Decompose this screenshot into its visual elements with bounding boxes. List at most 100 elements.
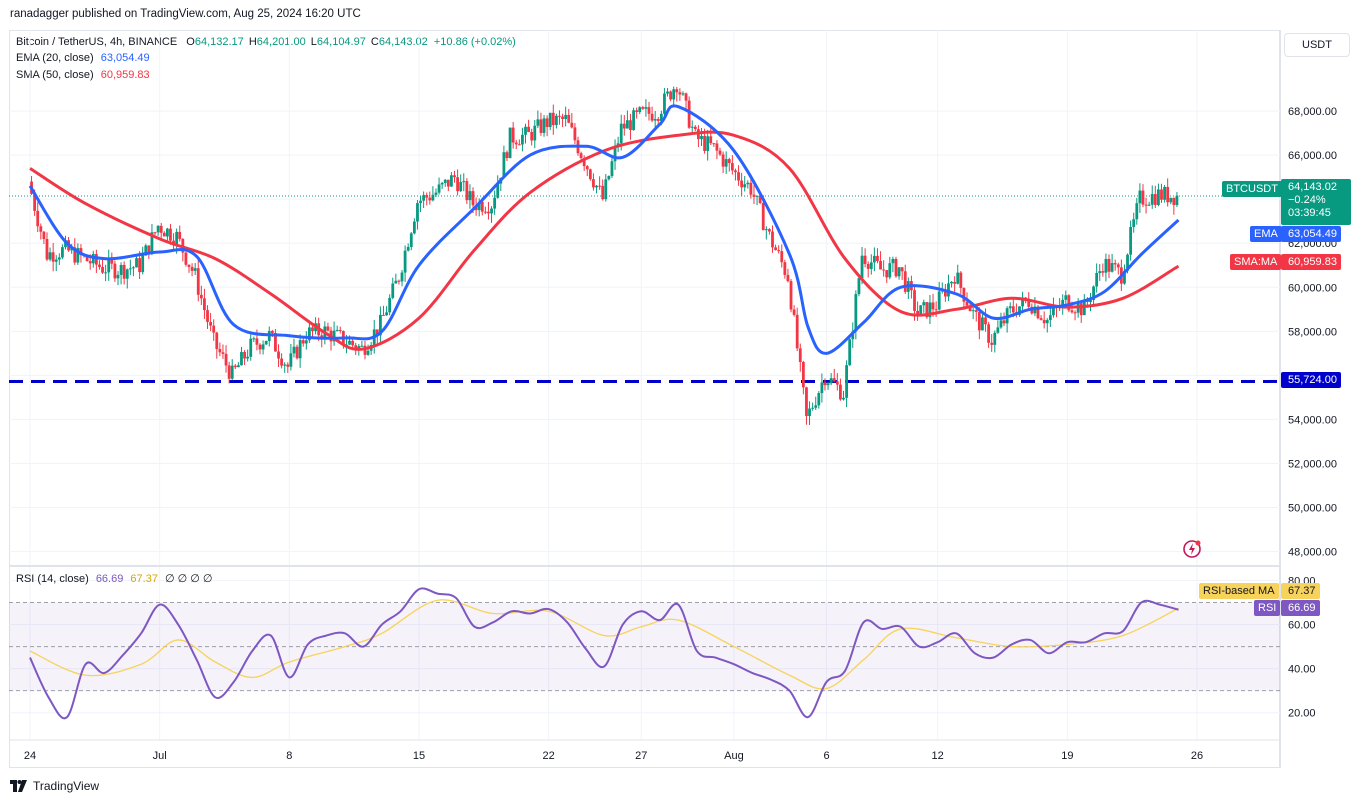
candle-body: [122, 264, 126, 279]
candle-body: [981, 317, 984, 331]
symbol-title[interactable]: Bitcoin / TetherUS, 4h, BINANCE: [16, 36, 178, 48]
candle-body: [1172, 197, 1176, 205]
candle-body: [79, 248, 83, 256]
candle-body: [928, 302, 932, 318]
candle-body: [653, 119, 657, 121]
candle-body: [304, 340, 308, 344]
rsi-tick-label: 60.00: [1288, 620, 1316, 632]
candle-body: [922, 302, 926, 306]
candle-body: [434, 192, 438, 195]
sma-legend[interactable]: SMA (50, close) 60,959.83: [16, 69, 150, 81]
tradingview-logo[interactable]: TradingView: [10, 779, 99, 793]
rsi-ma-tag-value: 67.37: [1281, 583, 1320, 599]
candle-body: [437, 184, 441, 193]
candle-body: [866, 263, 870, 269]
candle-body: [863, 255, 867, 264]
candle-body: [786, 274, 790, 282]
candle-body: [1175, 195, 1179, 205]
rsi-tag-label: RSI: [1254, 600, 1281, 616]
candle-body: [835, 381, 839, 385]
candle-body: [592, 179, 595, 188]
candle-body: [348, 340, 351, 345]
candle-body: [409, 233, 413, 247]
candle-body: [468, 191, 472, 201]
candle-body: [443, 179, 447, 183]
lightning-alert-icon[interactable]: [1182, 539, 1202, 559]
candle-body: [98, 264, 101, 267]
ema-legend[interactable]: EMA (20, close) 63,054.49: [16, 52, 150, 64]
candle-body: [629, 120, 632, 131]
candle-body: [252, 338, 256, 340]
candle-body: [956, 272, 960, 284]
time-tick-label: 6: [823, 750, 829, 762]
time-tick-label: 22: [543, 750, 555, 762]
candle-body: [706, 136, 710, 151]
candle-body: [888, 263, 892, 278]
candle-body: [1052, 307, 1055, 316]
candle-body: [508, 127, 512, 159]
candle-body: [1018, 306, 1021, 316]
candle-body: [879, 261, 882, 270]
candle-body: [446, 179, 450, 187]
candle-body: [1070, 310, 1074, 313]
candle-body: [88, 261, 92, 264]
candle-body: [564, 114, 568, 120]
candle-body: [1042, 319, 1046, 324]
candle-body: [588, 169, 592, 180]
candle-body: [184, 252, 188, 265]
candle-body: [798, 348, 802, 363]
candle-body: [119, 264, 123, 275]
candle-body: [221, 352, 225, 354]
price-axis[interactable]: [1280, 30, 1363, 768]
candle-body: [681, 93, 685, 95]
candle-body: [431, 194, 435, 201]
candle-body: [539, 119, 543, 133]
candle-body: [101, 266, 104, 273]
candle-body: [511, 127, 515, 143]
candle-body: [110, 258, 114, 264]
rsi-legend[interactable]: RSI (14, close) 66.69 67.37 ∅ ∅ ∅ ∅: [16, 572, 213, 585]
candle-body: [795, 314, 799, 349]
ohlc-high: 64,201.00: [256, 36, 306, 48]
candle-body: [579, 153, 583, 159]
candle-body: [462, 181, 466, 183]
candle-body: [718, 150, 722, 155]
candle-body: [703, 135, 706, 151]
candle-body: [440, 182, 444, 185]
candle-body: [85, 255, 89, 262]
candle-body: [808, 408, 811, 416]
candle-body: [724, 159, 728, 167]
candle-body: [471, 191, 475, 206]
candle-body: [199, 294, 203, 299]
ema-line: [28, 104, 1180, 355]
candle-body: [632, 110, 635, 131]
candle-body: [758, 195, 762, 203]
candle-body: [42, 231, 46, 240]
candle-body: [1160, 189, 1163, 200]
rsi-legend-ma: 67.37: [130, 573, 158, 585]
candle-body: [113, 263, 117, 279]
currency-button[interactable]: USDT: [1284, 33, 1350, 57]
candle-body: [891, 259, 895, 264]
candle-body: [805, 387, 808, 416]
candle-body: [1011, 306, 1015, 313]
candle-body: [283, 364, 287, 366]
candle-body: [490, 208, 493, 214]
last-price-tag: 64,143.02 −0.24% 03:39:45: [1281, 179, 1351, 225]
candle-body: [422, 195, 426, 201]
candle-body: [962, 287, 966, 302]
candle-body: [335, 329, 339, 331]
candle-body: [459, 181, 463, 192]
candle-body: [876, 255, 879, 262]
candle-body: [135, 258, 138, 268]
price-tick-label: 66,000.00: [1288, 150, 1337, 162]
candle-body: [1079, 303, 1083, 316]
candle-body: [477, 201, 481, 211]
candle-body: [659, 113, 663, 121]
candle-body: [338, 329, 342, 331]
candle-body: [1163, 186, 1166, 200]
price-tick-label: 60,000.00: [1288, 282, 1337, 294]
price-tick-label: 48,000.00: [1288, 547, 1337, 559]
candle-body: [548, 112, 552, 128]
candle-body: [332, 330, 336, 342]
